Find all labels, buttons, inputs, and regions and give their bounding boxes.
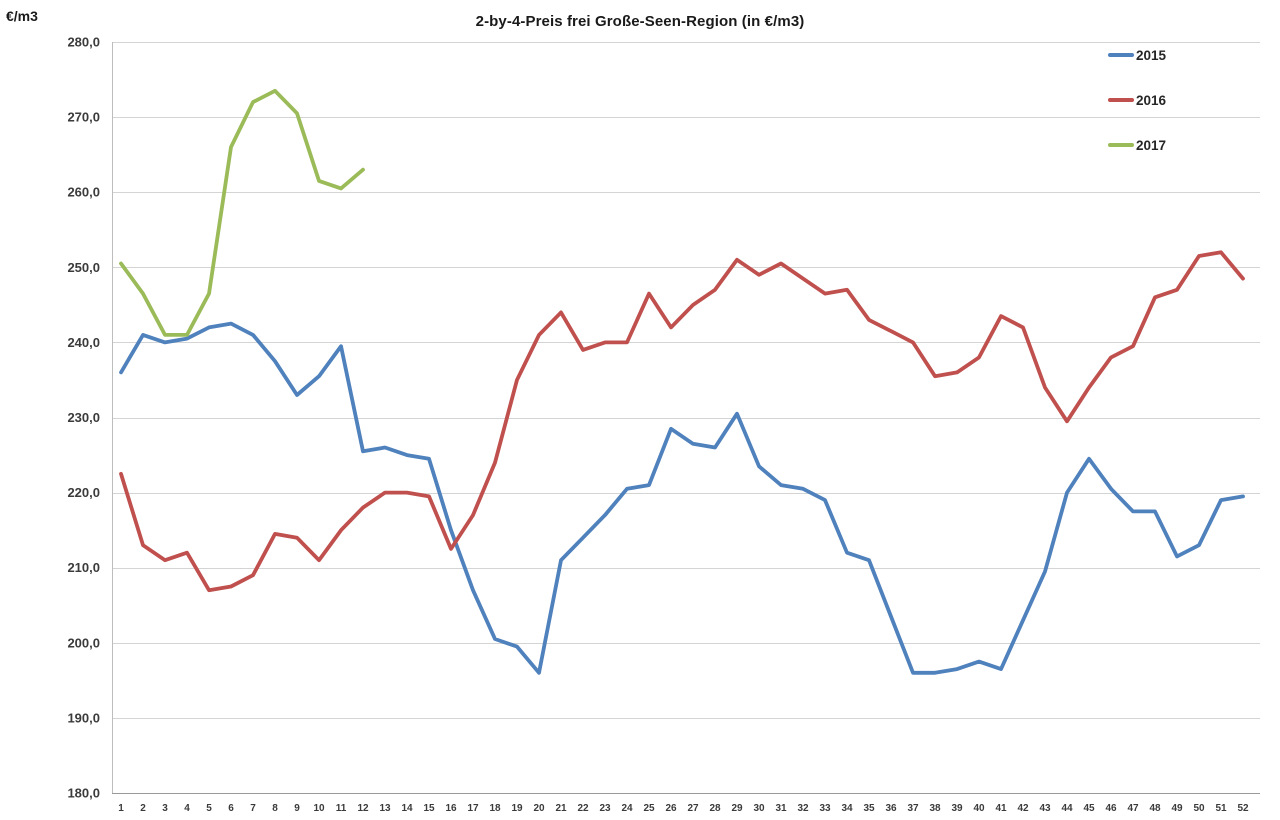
svg-text:19: 19 — [511, 803, 523, 814]
svg-text:26: 26 — [665, 803, 677, 814]
svg-text:38: 38 — [929, 803, 941, 814]
series-line-2015 — [119, 321, 1245, 675]
svg-text:20: 20 — [533, 803, 545, 814]
svg-text:32: 32 — [797, 803, 809, 814]
svg-text:41: 41 — [995, 803, 1007, 814]
legend-label-2017: 2017 — [1136, 137, 1167, 153]
chart-title: 2-by-4-Preis frei Große-Seen-Region (in … — [475, 13, 805, 30]
series-line-2016 — [119, 250, 1245, 593]
svg-text:4: 4 — [184, 803, 190, 814]
svg-text:220,0: 220,0 — [67, 485, 100, 500]
svg-text:250,0: 250,0 — [67, 260, 100, 275]
svg-text:27: 27 — [687, 803, 699, 814]
svg-text:210,0: 210,0 — [67, 560, 100, 575]
svg-text:8: 8 — [272, 803, 278, 814]
svg-text:15: 15 — [423, 803, 435, 814]
svg-text:50: 50 — [1193, 803, 1205, 814]
svg-text:25: 25 — [643, 803, 655, 814]
svg-text:36: 36 — [885, 803, 897, 814]
svg-text:270,0: 270,0 — [67, 110, 100, 125]
svg-text:16: 16 — [445, 803, 457, 814]
legend-marker-2017 — [1108, 143, 1134, 147]
svg-text:30: 30 — [753, 803, 765, 814]
legend: 2015 2016 2017 — [1108, 47, 1166, 153]
svg-text:13: 13 — [379, 803, 391, 814]
svg-text:21: 21 — [555, 803, 567, 814]
svg-text:28: 28 — [709, 803, 721, 814]
svg-text:1: 1 — [118, 803, 124, 814]
legend-marker-2015 — [1108, 53, 1134, 57]
x-axis-tick-labels: 1 2 3 4 5 6 7 8 9 10 11 12 13 14 15 16 17 18 19 20 21 22 23 24 2… — [118, 803, 1249, 814]
svg-text:18: 18 — [489, 803, 501, 814]
legend-label-2016: 2016 — [1136, 92, 1167, 108]
svg-text:260,0: 260,0 — [67, 185, 100, 200]
svg-text:10: 10 — [313, 803, 325, 814]
svg-text:40: 40 — [973, 803, 985, 814]
svg-text:49: 49 — [1171, 803, 1183, 814]
svg-text:14: 14 — [401, 803, 413, 814]
svg-text:9: 9 — [294, 803, 300, 814]
y-axis-tick-labels: 180,0 190,0 200,0 210,0 220,0 230,0 240,0 250,0… — [67, 35, 100, 801]
legend-item-2015: 2015 — [1108, 47, 1166, 63]
svg-text:35: 35 — [863, 803, 875, 814]
svg-text:37: 37 — [907, 803, 919, 814]
y-axis-unit-label: €/m3 — [6, 8, 38, 24]
svg-text:200,0: 200,0 — [67, 635, 100, 650]
svg-text:7: 7 — [250, 803, 256, 814]
legend-marker-2016 — [1108, 98, 1134, 102]
svg-text:5: 5 — [206, 803, 212, 814]
svg-text:23: 23 — [599, 803, 611, 814]
svg-text:31: 31 — [775, 803, 787, 814]
svg-text:39: 39 — [951, 803, 963, 814]
svg-text:280,0: 280,0 — [67, 35, 100, 50]
svg-text:46: 46 — [1105, 803, 1117, 814]
svg-text:29: 29 — [731, 803, 743, 814]
svg-text:45: 45 — [1083, 803, 1095, 814]
svg-text:48: 48 — [1149, 803, 1161, 814]
legend-label-2015: 2015 — [1136, 47, 1167, 63]
svg-text:43: 43 — [1039, 803, 1051, 814]
svg-text:11: 11 — [336, 803, 347, 814]
svg-text:22: 22 — [577, 803, 589, 814]
svg-text:24: 24 — [621, 803, 633, 814]
svg-text:42: 42 — [1017, 803, 1029, 814]
svg-text:240,0: 240,0 — [67, 335, 100, 350]
svg-text:51: 51 — [1215, 803, 1227, 814]
svg-text:180,0: 180,0 — [67, 786, 100, 801]
svg-text:33: 33 — [819, 803, 831, 814]
svg-text:47: 47 — [1127, 803, 1139, 814]
svg-text:6: 6 — [228, 803, 234, 814]
svg-text:230,0: 230,0 — [67, 410, 100, 425]
legend-item-2017: 2017 — [1108, 137, 1166, 153]
svg-text:44: 44 — [1061, 803, 1073, 814]
svg-text:2: 2 — [140, 803, 146, 814]
legend-item-2016: 2016 — [1108, 92, 1166, 108]
svg-text:12: 12 — [357, 803, 369, 814]
svg-text:52: 52 — [1237, 803, 1249, 814]
axes — [112, 42, 1260, 794]
svg-text:3: 3 — [162, 803, 168, 814]
svg-text:34: 34 — [841, 803, 853, 814]
svg-text:17: 17 — [467, 803, 479, 814]
gridlines — [112, 42, 1260, 794]
svg-text:190,0: 190,0 — [67, 710, 100, 725]
series-line-2017 — [119, 88, 365, 337]
